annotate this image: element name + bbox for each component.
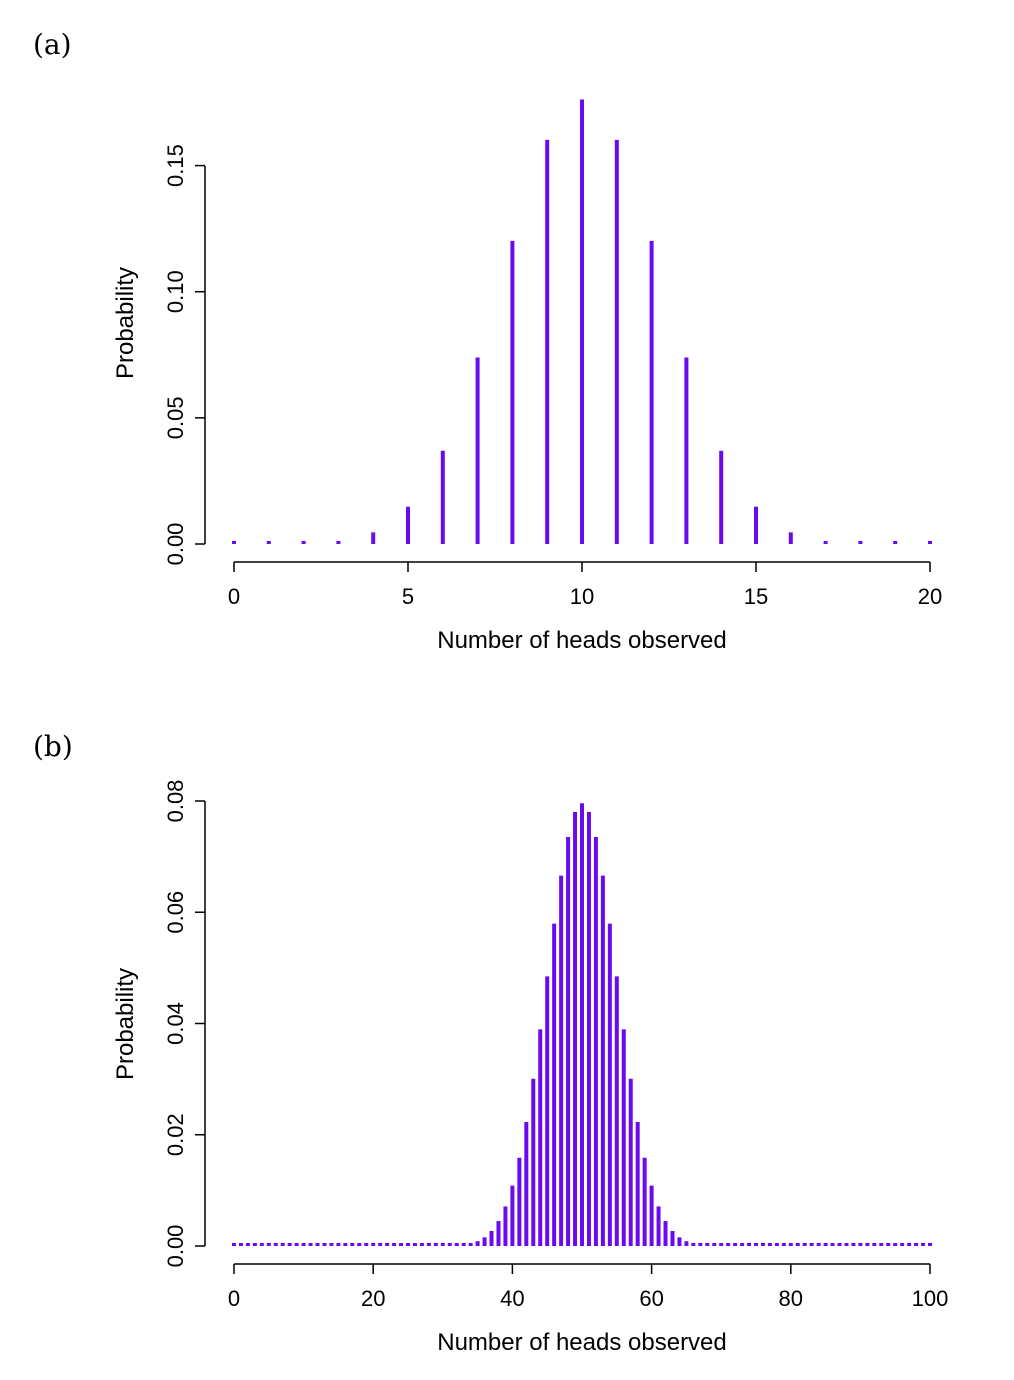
chart-a-x-tick-label: 5 bbox=[402, 584, 414, 609]
chart-b-x-tick-label: 0 bbox=[228, 1286, 240, 1311]
chart-b-x-tick-label: 60 bbox=[639, 1286, 663, 1311]
chart-a-y-tick-label: 0.05 bbox=[163, 396, 188, 439]
chart-a: Number of heads observed Probability 0.0… bbox=[112, 99, 942, 654]
chart-a-x-tick-label: 20 bbox=[918, 584, 942, 609]
chart-b-ticks: 0.00 0.02 0.04 0.06 0.08 0 20 40 60 80 100 bbox=[163, 780, 948, 1311]
chart-a-y-tick-label: 0.10 bbox=[163, 270, 188, 313]
chart-b-y-title: Probability bbox=[112, 968, 139, 1080]
chart-b-y-tick-label: 0.00 bbox=[163, 1225, 188, 1268]
chart-a-y-tick-label: 0.00 bbox=[163, 523, 188, 566]
chart-b-x-tick-label: 100 bbox=[912, 1286, 949, 1311]
chart-b-x-tick-label: 20 bbox=[361, 1286, 385, 1311]
chart-b-x-title: Number of heads observed bbox=[437, 1329, 727, 1356]
chart-a-y-tick-label: 0.15 bbox=[163, 144, 188, 187]
panel-label-b: (b) bbox=[33, 730, 73, 763]
chart-a-x-title: Number of heads observed bbox=[437, 627, 727, 654]
chart-b-bars bbox=[232, 803, 932, 1246]
chart-a-y-title: Probability bbox=[112, 267, 139, 379]
chart-a-bars bbox=[232, 99, 932, 544]
chart-b-y-tick-label: 0.06 bbox=[163, 891, 188, 934]
chart-b-y-tick-label: 0.08 bbox=[163, 780, 188, 823]
chart-a-x-tick-label: 0 bbox=[228, 584, 240, 609]
chart-b-x-tick-label: 40 bbox=[500, 1286, 524, 1311]
chart-b-x-tick-label: 80 bbox=[779, 1286, 803, 1311]
chart-b-y-tick-label: 0.04 bbox=[163, 1002, 188, 1045]
chart-b-y-tick-label: 0.02 bbox=[163, 1113, 188, 1156]
chart-b: Number of heads observed Probability 0.0… bbox=[112, 780, 948, 1356]
chart-a-x-tick-label: 15 bbox=[744, 584, 768, 609]
chart-a-x-tick-label: 10 bbox=[570, 584, 594, 609]
chart-a-ticks: 0.00 0.05 0.10 0.15 0 5 10 15 20 bbox=[163, 144, 942, 609]
panel-label-a: (a) bbox=[33, 28, 72, 61]
